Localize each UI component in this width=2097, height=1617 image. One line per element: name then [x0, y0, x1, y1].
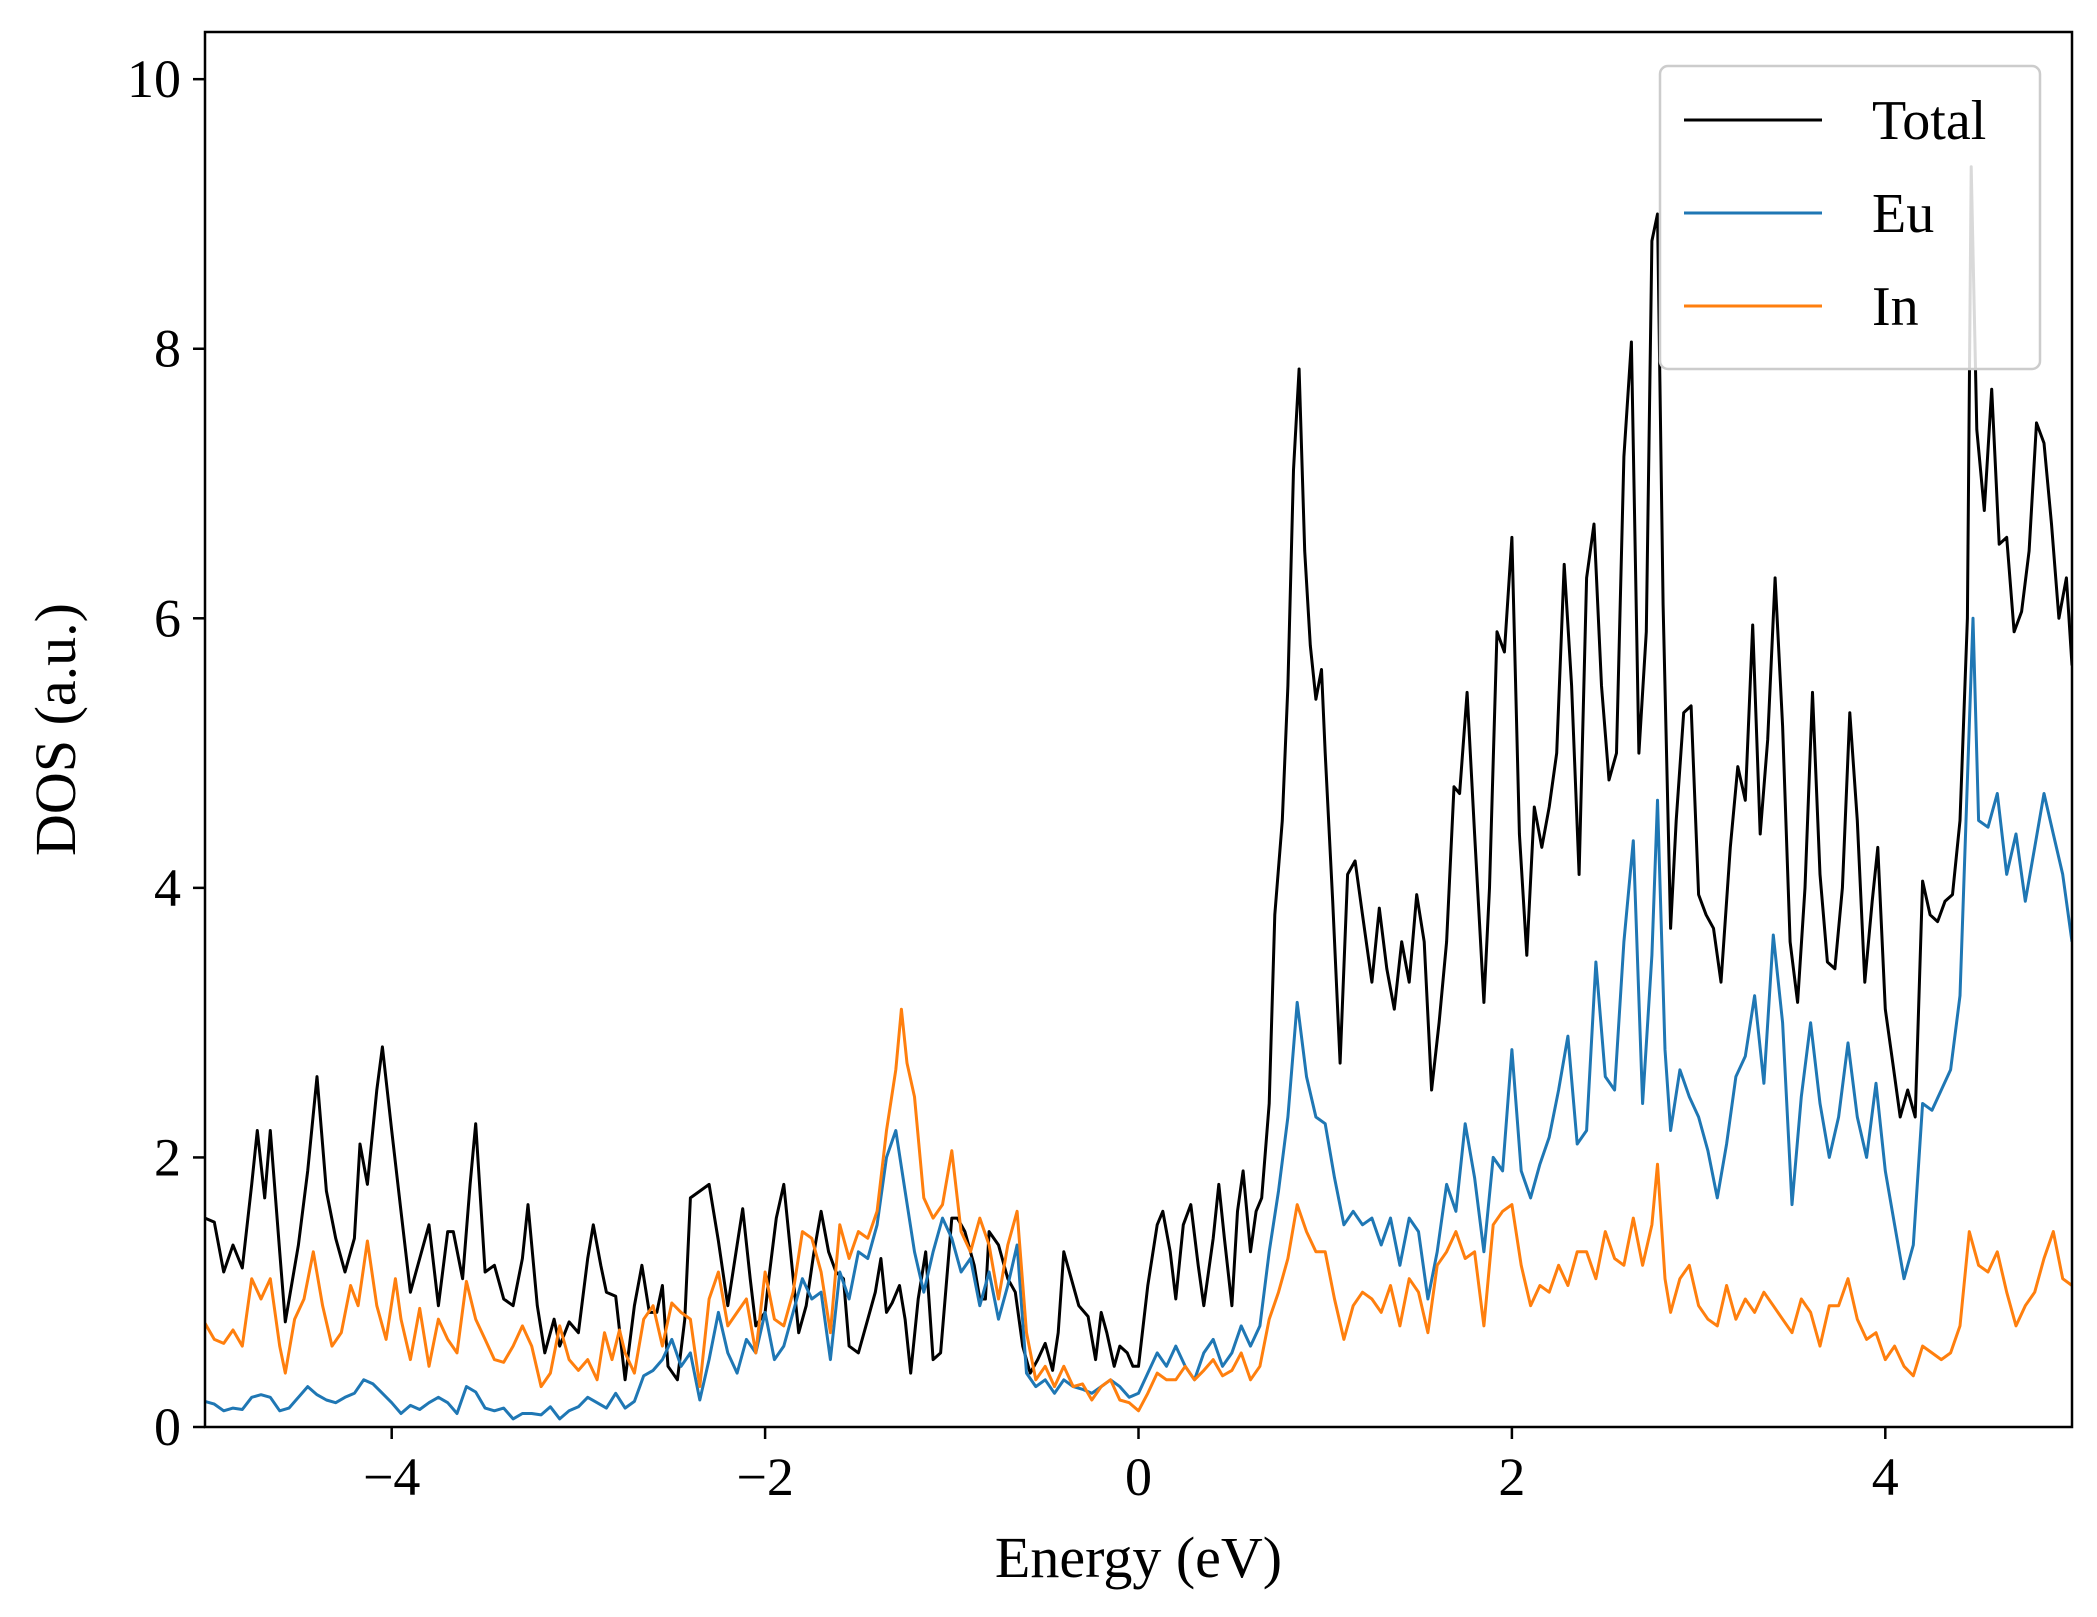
- y-tick-label: 8: [154, 319, 181, 379]
- y-axis-title: DOS (a.u.): [23, 603, 88, 856]
- legend-label-total: Total: [1872, 90, 1986, 152]
- y-tick-label: 0: [154, 1397, 181, 1457]
- y-tick-label: 4: [154, 858, 181, 918]
- y-tick-label: 10: [127, 49, 181, 109]
- series-line-total: [205, 165, 2072, 1382]
- x-tick-label: −4: [363, 1447, 420, 1507]
- legend-label-in: In: [1872, 276, 1919, 338]
- x-tick-label: 2: [1498, 1447, 1525, 1507]
- x-axis: −4 −2 0 2 4: [363, 1427, 1899, 1507]
- legend-label-eu: Eu: [1872, 183, 1934, 245]
- x-tick-label: 4: [1872, 1447, 1899, 1507]
- y-axis: 0 2 4 6 8 10: [127, 49, 205, 1457]
- series-lines: [205, 165, 2072, 1421]
- x-tick-label: −2: [736, 1447, 793, 1507]
- y-tick-label: 6: [154, 588, 181, 648]
- x-axis-title: Energy (eV): [995, 1525, 1282, 1590]
- legend: Total Eu In: [1658, 64, 2042, 371]
- series-line-eu: [205, 616, 2072, 1421]
- y-tick-label: 2: [154, 1127, 181, 1187]
- series-line-in: [205, 1007, 2072, 1413]
- legend-box: [1658, 64, 2042, 371]
- x-tick-label: 0: [1125, 1447, 1152, 1507]
